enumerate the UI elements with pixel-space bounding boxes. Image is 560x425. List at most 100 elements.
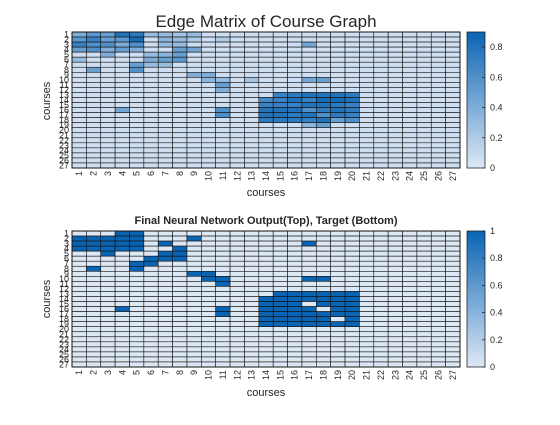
heatmap-cell	[244, 66, 260, 73]
heatmap-cell	[129, 51, 145, 58]
heatmap-cell	[215, 255, 231, 262]
y-tick-label: 10	[59, 274, 69, 284]
chart-top-y-label: courses	[41, 81, 53, 120]
heatmap-cell	[416, 132, 432, 139]
heatmap-cell	[215, 132, 231, 139]
heatmap-cell	[373, 331, 389, 338]
heatmap-cell	[258, 147, 274, 154]
heatmap-cell	[100, 326, 116, 333]
heatmap-cell	[186, 296, 202, 302]
heatmap-cell	[114, 286, 130, 292]
heatmap-cell	[258, 341, 274, 348]
y-tick-label: 5	[64, 249, 69, 259]
y-tick-label: 22	[59, 334, 69, 344]
heatmap-cell	[315, 102, 331, 108]
y-tick-label: 18	[59, 115, 69, 125]
heatmap-cell	[301, 97, 317, 103]
heatmap-cell	[301, 301, 317, 307]
heatmap-cell	[229, 97, 245, 103]
heatmap-cell	[143, 306, 159, 312]
heatmap-cell	[186, 147, 202, 154]
heatmap-cell	[201, 260, 217, 267]
y-tick-label: 24	[59, 344, 69, 354]
heatmap-cell	[215, 276, 231, 282]
heatmap-cell	[71, 51, 87, 58]
heatmap-cell	[114, 235, 130, 242]
heatmap-cell	[129, 306, 145, 312]
heatmap-cell	[373, 41, 389, 48]
heatmap-cell	[143, 331, 159, 338]
heatmap-cell	[416, 112, 432, 118]
axes-frame	[71, 31, 461, 169]
heatmap-cell	[344, 36, 360, 43]
heatmap-cell	[129, 316, 145, 322]
heatmap-cell	[272, 102, 288, 108]
heatmap-cell	[315, 112, 331, 118]
heatmap-cell	[86, 306, 102, 312]
heatmap-cell	[114, 316, 130, 322]
heatmap-cell	[416, 245, 432, 252]
heatmap-cell	[114, 46, 130, 53]
heatmap-cell	[157, 92, 173, 98]
colorbar-tick-label: 0.4	[490, 308, 503, 318]
heatmap-cell	[402, 51, 418, 58]
heatmap-cell	[258, 36, 274, 43]
heatmap-cell	[229, 31, 245, 38]
heatmap-cell	[229, 255, 245, 262]
heatmap-cell	[344, 351, 360, 358]
heatmap-cell	[330, 142, 346, 149]
heatmap-cell	[416, 41, 432, 48]
heatmap-cell	[344, 162, 360, 169]
heatmap-cell	[301, 66, 317, 73]
heatmap-cell	[143, 286, 159, 292]
heatmap-cell	[287, 346, 303, 353]
heatmap-cell	[143, 361, 159, 368]
heatmap-cell	[330, 97, 346, 103]
heatmap-cell	[258, 56, 274, 63]
heatmap-cell	[373, 321, 389, 328]
heatmap-cell	[201, 296, 217, 302]
heatmap-cell	[416, 92, 432, 98]
heatmap-cell	[258, 346, 274, 353]
heatmap-cell	[215, 82, 231, 88]
heatmap-cell	[315, 316, 331, 322]
heatmap-cell	[129, 296, 145, 302]
heatmap-cell	[114, 255, 130, 262]
x-tick-label: 5	[132, 171, 142, 176]
heatmap-cell	[344, 127, 360, 134]
heatmap-cell	[100, 147, 116, 154]
heatmap-cell	[344, 31, 360, 38]
heatmap-cell	[287, 102, 303, 108]
heatmap-cell	[445, 117, 461, 123]
heatmap-cell	[402, 117, 418, 123]
heatmap-cell	[287, 286, 303, 292]
y-tick-label: 11	[60, 80, 69, 90]
heatmap-cell	[373, 137, 389, 144]
heatmap-cell	[272, 61, 288, 68]
heatmap-cell	[301, 147, 317, 154]
heatmap-cell	[301, 92, 317, 98]
heatmap-cell	[129, 255, 145, 262]
heatmap-cell	[344, 107, 360, 113]
x-tick-label: 18	[318, 370, 328, 380]
heatmap-cell	[129, 321, 145, 328]
heatmap-cell	[315, 46, 331, 53]
heatmap-cell	[301, 112, 317, 118]
heatmap-cell	[315, 72, 331, 78]
heatmap-cell	[344, 255, 360, 262]
heatmap-cell	[100, 82, 116, 88]
heatmap-cell	[287, 260, 303, 267]
heatmap-cell	[373, 341, 389, 348]
heatmap-cell	[86, 112, 102, 118]
heatmap-cell	[143, 341, 159, 348]
heatmap-cell	[186, 127, 202, 134]
heatmap-cell	[430, 152, 446, 159]
y-tick-label: 21	[59, 130, 69, 140]
heatmap-cell	[330, 326, 346, 333]
heatmap-cell	[201, 147, 217, 154]
heatmap-cell	[143, 301, 159, 307]
heatmap-cell	[172, 311, 188, 317]
heatmap-cell	[387, 296, 403, 302]
heatmap-cell	[186, 82, 202, 88]
heatmap-cell	[344, 245, 360, 252]
